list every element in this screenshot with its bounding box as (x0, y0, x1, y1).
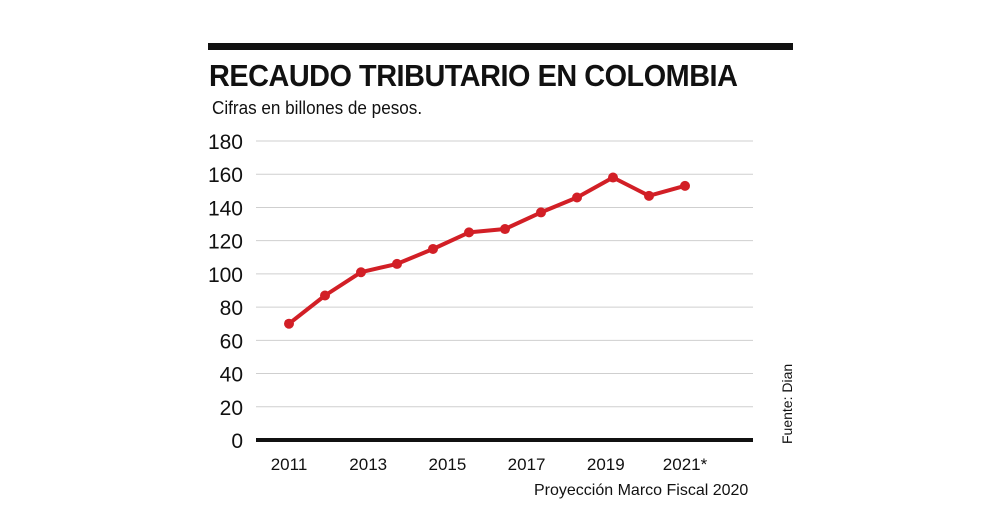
data-point-6 (500, 224, 510, 235)
x-tick-label-2013: 2013 (349, 455, 387, 474)
y-tick-label-20: 20 (220, 397, 243, 420)
data-point-2 (356, 267, 366, 278)
x-tick-labels: 2011 2013 2015 2017 2019 2021* (271, 455, 708, 474)
y-tick-labels: 0 20 40 60 80 100 120 140 160 180 (208, 131, 243, 453)
y-tick-label-180: 180 (208, 131, 243, 154)
x-axis-baseline (256, 438, 753, 442)
data-point-11 (680, 180, 690, 191)
data-point-1 (320, 290, 330, 301)
y-tick-label-0: 0 (231, 430, 243, 453)
x-tick-label-2021*: 2021* (663, 455, 708, 474)
data-point-10 (644, 190, 654, 201)
x-tick-label-2019: 2019 (587, 455, 625, 474)
data-point-3 (392, 258, 402, 269)
data-point-4 (428, 243, 438, 254)
data-point-5 (464, 227, 474, 238)
y-tick-label-140: 140 (208, 197, 243, 220)
y-tick-label-40: 40 (220, 364, 243, 387)
source-label: Fuente: Dian (779, 363, 795, 444)
y-tick-label-160: 160 (208, 164, 243, 187)
x-tick-label-2015: 2015 (428, 455, 466, 474)
y-tick-label-60: 60 (220, 330, 243, 353)
y-tick-label-120: 120 (208, 231, 243, 254)
y-tick-label-100: 100 (208, 264, 243, 287)
data-point-9 (608, 172, 618, 183)
projection-note: Proyección Marco Fiscal 2020 (534, 482, 749, 499)
x-tick-label-2011: 2011 (271, 455, 308, 474)
y-tick-label-80: 80 (220, 297, 243, 320)
series-layer (284, 172, 690, 329)
chart-title: RECAUDO TRIBUTARIO EN COLOMBIA (209, 58, 738, 93)
axis-layer (256, 438, 753, 442)
x-tick-label-2017: 2017 (508, 455, 546, 474)
top-rule (208, 43, 793, 50)
chart-subtitle: Cifras en billones de pesos. (212, 98, 423, 118)
data-point-8 (572, 192, 582, 203)
grid-layer (256, 140, 753, 408)
data-point-7 (536, 207, 546, 218)
data-point-0 (284, 318, 294, 329)
series-line-recaudo (287, 175, 687, 326)
